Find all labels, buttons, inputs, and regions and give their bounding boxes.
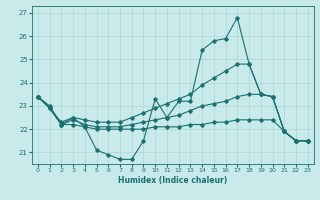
X-axis label: Humidex (Indice chaleur): Humidex (Indice chaleur) bbox=[118, 176, 228, 185]
